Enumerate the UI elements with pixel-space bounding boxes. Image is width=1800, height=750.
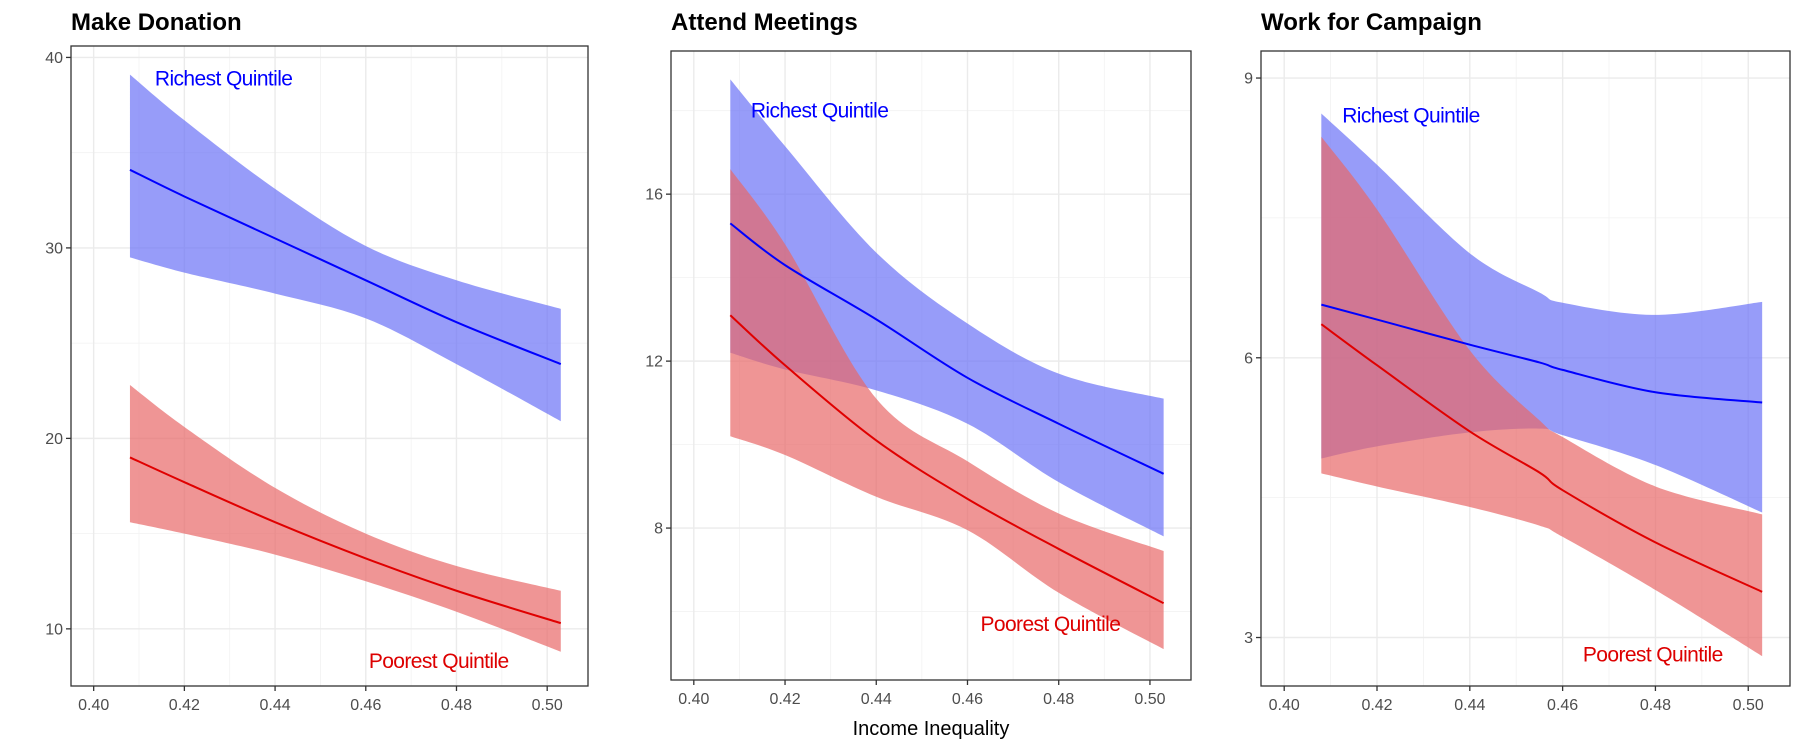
data-marks	[129, 74, 562, 652]
y-tick-label: 40	[45, 50, 63, 67]
x-tick-label: 0.42	[769, 691, 800, 708]
x-tick-label: 0.44	[260, 697, 291, 714]
x-tick-label: 0.40	[678, 691, 709, 708]
y-tick-label: 3	[1244, 630, 1253, 647]
label-richest-quintile: Richest Quintile	[155, 67, 292, 90]
x-tick-label: 0.46	[1547, 697, 1578, 714]
richest-fit-line	[129, 168, 562, 366]
panel-title: Attend Meetings	[671, 9, 858, 36]
poorest-confidence-band	[730, 169, 1164, 650]
x-tick-label: 0.46	[350, 697, 381, 714]
x-axis: 0.40 0.42 0.44 0.46 0.48 0.50	[78, 686, 563, 714]
poorest-confidence-band	[1321, 136, 1763, 657]
richest-confidence-band	[129, 74, 561, 422]
poorest-confidence-band	[129, 385, 561, 652]
y-tick-label: 6	[1244, 350, 1253, 367]
x-axis: 0.40 0.42 0.44 0.46 0.48 0.50	[1269, 686, 1764, 714]
y-tick-label: 10	[45, 621, 63, 638]
x-tick-label: 0.50	[1733, 697, 1764, 714]
panel-border	[670, 50, 1192, 681]
x-tick-label: 0.50	[1134, 691, 1165, 708]
panel-attend-meetings: Attend Meetings 0.40 0.42 0.44 0.46 0.48 0.50 8…	[645, 9, 1192, 708]
panel-border	[70, 45, 589, 687]
x-tick-label: 0.40	[1269, 697, 1300, 714]
data-marks	[1320, 113, 1763, 657]
x-tick-label: 0.48	[1043, 691, 1074, 708]
x-tick-label: 0.50	[532, 697, 563, 714]
panel-make-donation: Make Donation 0.40 0.42 0.44 0.46 0.48 0.50 10 2…	[45, 9, 589, 714]
y-tick-label: 16	[645, 187, 663, 204]
panel-border	[1260, 50, 1791, 687]
panel-title: Make Donation	[71, 9, 242, 36]
panel-work-for-campaign: Work for Campaign 0.40 0.42 0.44 0.46 0.48 0.5…	[1244, 9, 1791, 714]
x-tick-label: 0.42	[1361, 697, 1392, 714]
y-axis: 8 12 16	[645, 187, 671, 538]
label-richest-quintile: Richest Quintile	[751, 100, 888, 123]
y-axis: 10 20 30 40	[45, 50, 71, 638]
y-tick-label: 8	[654, 521, 663, 538]
label-poorest-quintile: Poorest Quintile	[369, 650, 509, 673]
label-poorest-quintile: Poorest Quintile	[1583, 643, 1723, 666]
y-tick-label: 20	[45, 431, 63, 448]
y-tick-label: 30	[45, 240, 63, 257]
panel-title: Work for Campaign	[1261, 9, 1482, 36]
x-axis-title: Income Inequality	[853, 718, 1010, 740]
x-tick-label: 0.44	[861, 691, 892, 708]
x-tick-label: 0.48	[441, 697, 472, 714]
poorest-fit-line	[129, 456, 562, 625]
poorest-fit-line	[1320, 323, 1763, 593]
x-tick-label: 0.44	[1454, 697, 1485, 714]
y-tick-label: 9	[1244, 71, 1253, 88]
poorest-fit-line	[729, 314, 1165, 605]
x-tick-label: 0.46	[952, 691, 983, 708]
x-tick-label: 0.48	[1640, 697, 1671, 714]
y-axis: 3 6 9	[1244, 71, 1261, 647]
x-tick-label: 0.40	[78, 697, 109, 714]
label-richest-quintile: Richest Quintile	[1342, 104, 1479, 127]
richest-fit-line	[1321, 303, 1763, 404]
richest-fit-line	[729, 222, 1165, 475]
x-axis: 0.40 0.42 0.44 0.46 0.48 0.50	[678, 680, 1166, 708]
x-tick-label: 0.42	[169, 697, 200, 714]
data-marks	[729, 79, 1165, 650]
y-tick-label: 12	[645, 354, 663, 371]
label-poorest-quintile: Poorest Quintile	[980, 613, 1120, 636]
